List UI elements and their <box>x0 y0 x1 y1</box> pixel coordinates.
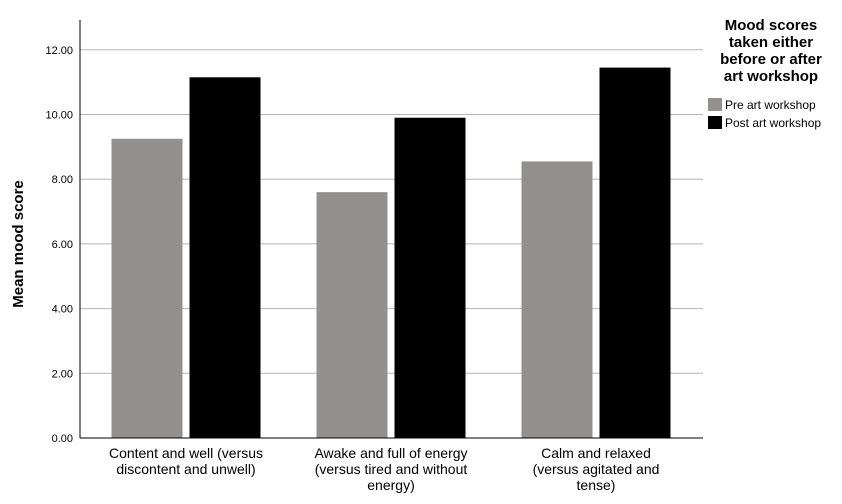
y-tick-labels: 0.00 2.00 4.00 6.00 8.00 10.00 12.00 <box>45 45 73 445</box>
legend-swatch <box>708 116 722 129</box>
bar-post-0 <box>189 77 261 439</box>
bar-pre-2 <box>521 161 593 438</box>
y-tick-label: 6.00 <box>52 239 73 251</box>
legend-title: Mood scores <box>725 17 818 34</box>
x-category-label: tense) <box>577 477 616 493</box>
bar-pre-1 <box>316 192 388 438</box>
y-axis-title: Mean mood score <box>10 180 27 308</box>
x-category-label: Calm and relaxed <box>541 445 651 461</box>
y-tick-label: 4.00 <box>52 304 73 316</box>
legend-title: before or after <box>720 51 822 68</box>
bars <box>111 67 671 439</box>
y-tick-label: 10.00 <box>45 110 73 122</box>
legend-entry-label: Post art workshop <box>725 116 821 130</box>
x-category-label: Content and well (versus <box>109 445 263 461</box>
legend-swatch <box>708 98 722 111</box>
x-category-label: (versus agitated and <box>533 461 660 477</box>
gridlines <box>80 49 703 374</box>
legend-entry-label: Pre art workshop <box>725 98 816 112</box>
bar-pre-0 <box>111 138 183 438</box>
y-tick-label: 12.00 <box>45 45 73 57</box>
y-tick-label: 8.00 <box>52 174 73 186</box>
legend-title: taken either <box>729 34 813 51</box>
x-category-label: energy) <box>367 477 414 493</box>
x-category-label: Awake and full of energy <box>314 445 467 461</box>
y-tick-label: 2.00 <box>52 368 73 380</box>
x-category-label: (versus tired and without <box>315 461 468 477</box>
bar-post-2 <box>599 67 671 438</box>
bar-post-1 <box>394 117 466 439</box>
axes <box>79 20 703 439</box>
legend-title: art workshop <box>724 68 818 85</box>
x-category-label: discontent and unwell) <box>116 461 255 477</box>
y-tick-label: 0.00 <box>52 433 73 445</box>
